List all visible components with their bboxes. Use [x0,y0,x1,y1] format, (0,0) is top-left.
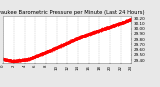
Title: Milwaukee Barometric Pressure per Minute (Last 24 Hours): Milwaukee Barometric Pressure per Minute… [0,10,145,15]
